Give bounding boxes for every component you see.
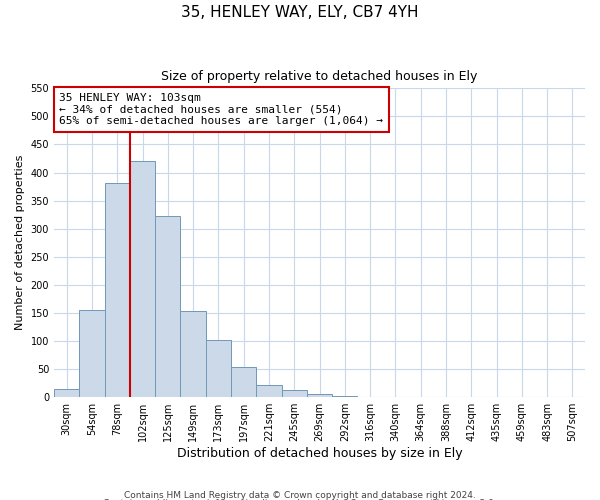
Text: Contains public sector information licensed under the Open Government Licence v3: Contains public sector information licen… [103, 499, 497, 500]
Y-axis label: Number of detached properties: Number of detached properties [15, 155, 25, 330]
Text: 35, HENLEY WAY, ELY, CB7 4YH: 35, HENLEY WAY, ELY, CB7 4YH [181, 5, 419, 20]
Bar [332, 396, 358, 397]
Bar [281, 390, 307, 397]
Bar [79, 310, 104, 397]
Text: 35 HENLEY WAY: 103sqm
← 34% of detached houses are smaller (554)
65% of semi-det: 35 HENLEY WAY: 103sqm ← 34% of detached … [59, 93, 383, 126]
Bar [155, 216, 181, 397]
Bar [560, 396, 585, 397]
Bar [358, 396, 383, 397]
Bar [458, 396, 484, 397]
Bar [104, 182, 130, 397]
X-axis label: Distribution of detached houses by size in Ely: Distribution of detached houses by size … [177, 447, 463, 460]
Bar [307, 394, 332, 397]
Bar [231, 367, 256, 397]
Title: Size of property relative to detached houses in Ely: Size of property relative to detached ho… [161, 70, 478, 83]
Bar [54, 389, 79, 397]
Bar [130, 162, 155, 397]
Text: Contains HM Land Registry data © Crown copyright and database right 2024.: Contains HM Land Registry data © Crown c… [124, 490, 476, 500]
Bar [206, 340, 231, 397]
Bar [256, 385, 281, 397]
Bar [383, 396, 408, 397]
Bar [181, 312, 206, 397]
